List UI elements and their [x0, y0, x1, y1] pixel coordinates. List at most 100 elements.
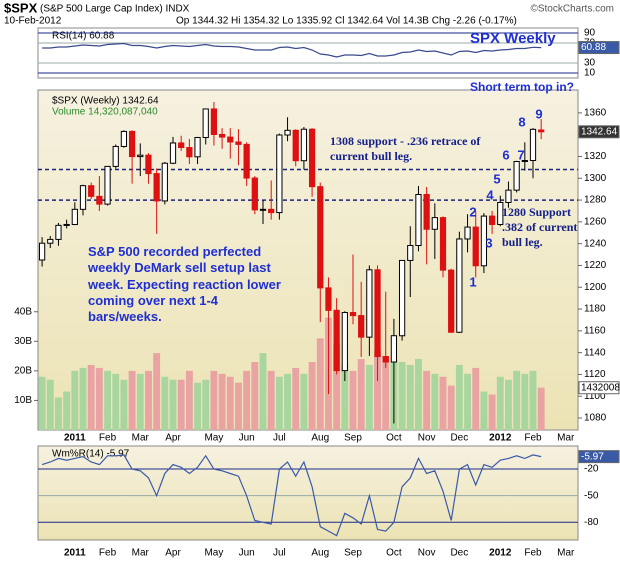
candle-body: [243, 143, 250, 179]
candle-body: [308, 128, 316, 188]
volume-bar: [349, 370, 357, 430]
volume-bar: [95, 367, 103, 430]
volume-bar: [537, 387, 545, 430]
credit: ©StockCharts.com: [530, 4, 614, 15]
volume-bar: [292, 367, 300, 430]
volume-bar: [374, 350, 381, 430]
x-tick-label: Nov: [418, 548, 436, 559]
candle-body: [128, 130, 136, 158]
candle-body: [88, 185, 95, 197]
candle-body: [194, 137, 201, 158]
candle-body: [137, 154, 144, 158]
x-tick-label: 2012: [489, 433, 512, 444]
setup-count: 3: [485, 235, 492, 250]
x-tick-label: Mar: [132, 433, 150, 444]
volume-bar: [488, 394, 496, 430]
volume-bar: [480, 391, 488, 430]
candle-body: [47, 238, 54, 244]
last-value-tag: [578, 125, 620, 139]
wr-legend: Wm%R(14) -5.97: [52, 449, 130, 460]
volume-bar: [177, 379, 185, 430]
x-tick-label: 2012: [489, 548, 512, 559]
x-tick-label: Apr: [165, 433, 181, 444]
candle-body: [259, 208, 267, 211]
candle-body: [55, 224, 62, 240]
annotation: 1308 support - .236 retrace of current b…: [330, 134, 481, 163]
setup-count: 1: [469, 274, 476, 289]
candle-body: [96, 195, 103, 205]
setup-count: 8: [518, 114, 525, 129]
candle-body: [415, 194, 422, 247]
volume-bar: [226, 376, 234, 430]
candle-body: [407, 245, 414, 261]
candle-body: [505, 189, 512, 203]
volume-bar: [202, 379, 210, 430]
y-tick-label: 10: [584, 68, 596, 79]
annotation: SPX Weekly: [470, 30, 556, 47]
volume-bar: [521, 373, 529, 430]
y-tick-label: 1260: [584, 216, 607, 227]
x-tick-label: Sep: [344, 433, 362, 444]
y-tick-label: 1200: [584, 282, 607, 293]
candle-body: [38, 242, 46, 261]
volume-bar: [267, 370, 275, 430]
setup-count: 6: [502, 147, 509, 162]
candle-body: [71, 208, 78, 225]
volume-bar: [455, 364, 463, 430]
volume-bar: [496, 376, 504, 430]
volume-bar: [63, 391, 71, 430]
x-tick-label: Sep: [344, 548, 362, 559]
volume-bar: [365, 364, 373, 430]
candle-body: [292, 129, 299, 162]
last-value-tag: [578, 41, 620, 55]
candle-body: [390, 335, 398, 363]
x-tick-label: Dec: [450, 433, 468, 444]
candle-body: [235, 141, 242, 145]
y-tick-label: 1300: [584, 173, 607, 184]
indicator-line: [41, 454, 542, 537]
y-tick-label: 1080: [584, 413, 607, 424]
x-tick-label: Jun: [239, 548, 255, 559]
setup-count: 4: [486, 187, 494, 202]
volume-bar: [185, 370, 193, 430]
volume-bar: [300, 373, 308, 430]
candle-body: [382, 356, 389, 363]
volume-bar: [153, 353, 161, 430]
candle-body: [431, 217, 438, 230]
candle-body: [268, 208, 275, 214]
last-value-label: 60.88: [581, 42, 606, 53]
candle-body: [374, 269, 381, 358]
volume-legend: Volume 14,320,087,040: [52, 107, 158, 118]
candle-body: [104, 165, 111, 205]
candle-body: [227, 136, 234, 143]
rsi-panel: [37, 27, 579, 79]
volume-bar: [251, 362, 259, 430]
candle-body: [439, 217, 447, 271]
x-tick-label: Jul: [273, 433, 286, 444]
candle-body: [186, 147, 193, 158]
x-tick-label: Jun: [239, 433, 255, 444]
candle-body: [79, 185, 87, 210]
x-tick-label: Aug: [311, 433, 329, 444]
candle-body: [529, 128, 537, 162]
indicator-line: [42, 42, 542, 58]
y-tick-label: 1280: [584, 195, 607, 206]
candle-body: [456, 238, 463, 333]
last-value-label: -5.97: [581, 451, 604, 462]
x-tick-label: Aug: [311, 548, 329, 559]
candle-body: [398, 259, 406, 337]
candle-body: [161, 162, 168, 202]
x-tick-label: May: [204, 433, 223, 444]
volume-bar: [316, 338, 324, 430]
candle-body: [423, 194, 430, 230]
volume-bar: [259, 353, 267, 430]
x-tick-label: Mar: [132, 548, 150, 559]
x-tick-label: Nov: [418, 433, 436, 444]
volume-bar: [120, 379, 128, 430]
annotation: S&P 500 recorded perfected weekly DeMark…: [88, 244, 281, 324]
symbol-name: (S&P 500 Large Cap Index) INDX: [40, 4, 190, 15]
volume-bar: [275, 376, 283, 430]
candle-body: [153, 173, 160, 202]
volume-bar: [464, 373, 471, 430]
